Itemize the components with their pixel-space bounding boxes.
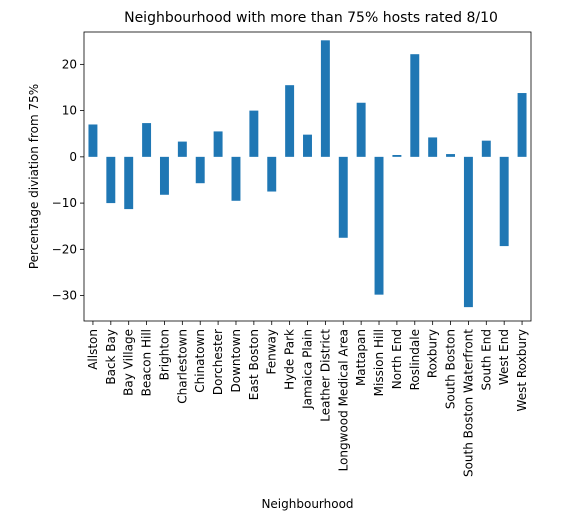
bar xyxy=(392,155,402,157)
bar xyxy=(124,156,134,210)
x-tick-label: Fenway xyxy=(265,329,279,375)
x-tick-label: Downtown xyxy=(229,329,243,392)
x-tick-label: Longwood Medical Area xyxy=(336,329,350,471)
x-tick-label: West Roxbury xyxy=(515,329,529,411)
plot-frame xyxy=(83,31,532,322)
x-axis: Allston Back Bay Bay Village Beacon Hill Bri… xyxy=(86,321,529,477)
x-tick-label: Allston xyxy=(86,329,100,370)
y-tick-label: 20 xyxy=(62,57,77,71)
bar xyxy=(410,54,420,157)
y-tick-label: −10 xyxy=(52,196,77,210)
bar xyxy=(463,156,473,308)
x-tick-label: Jamaica Plain xyxy=(301,329,315,410)
x-tick-label: Chinatown xyxy=(193,329,207,393)
x-tick-label: Bay Village xyxy=(122,329,136,396)
bar xyxy=(285,85,295,157)
x-tick-label: Brighton xyxy=(157,329,171,380)
x-tick-label: South End xyxy=(479,329,493,391)
x-tick-label: Mattapan xyxy=(354,329,368,386)
x-tick-label: South Boston Waterfront xyxy=(461,329,475,477)
bar xyxy=(142,123,152,157)
x-axis-label: Neighbourhood xyxy=(261,497,353,511)
x-tick-label: West End xyxy=(497,329,511,385)
x-tick-label: North End xyxy=(390,329,404,389)
y-tick-label: −30 xyxy=(52,289,77,303)
x-tick-label: Beacon Hill xyxy=(140,329,154,396)
bar xyxy=(481,140,491,157)
bar xyxy=(303,134,312,157)
bar xyxy=(88,124,98,157)
x-tick-label: Roxbury xyxy=(426,329,440,378)
bar xyxy=(106,156,116,204)
y-tick-label: 10 xyxy=(62,104,77,118)
x-tick-label: Hyde Park xyxy=(283,329,297,390)
bar xyxy=(428,137,438,157)
bar xyxy=(356,102,366,157)
x-tick-label: Back Bay xyxy=(104,329,118,385)
bar xyxy=(231,156,241,201)
bar xyxy=(249,110,259,157)
x-tick-label: Mission Hill xyxy=(372,329,386,396)
bar xyxy=(320,40,330,157)
bar xyxy=(338,156,348,238)
bar xyxy=(159,156,169,195)
bar xyxy=(213,131,223,157)
y-axis: −30 −20 −10 0 10 20 xyxy=(52,57,84,303)
y-tick-label: −20 xyxy=(52,242,77,256)
y-axis-label: Percentage diviation from 75% xyxy=(27,84,41,269)
bars-group xyxy=(88,40,527,308)
x-tick-label: Charlestown xyxy=(175,329,189,404)
y-tick-label: 0 xyxy=(69,150,77,164)
bar xyxy=(267,156,277,192)
x-tick-label: East Boston xyxy=(247,329,261,400)
x-tick-label: Roslindale xyxy=(408,329,422,390)
bar xyxy=(499,156,509,247)
x-tick-label: Leather District xyxy=(318,329,332,422)
x-tick-label: Dorchester xyxy=(211,329,225,395)
bar xyxy=(195,156,205,184)
bar xyxy=(374,156,384,295)
bar xyxy=(446,154,456,157)
x-tick-label: South Boston xyxy=(444,329,458,409)
bar xyxy=(517,93,527,157)
chart-title: Neighbourhood with more than 75% hosts r… xyxy=(124,10,498,26)
bar xyxy=(177,141,187,157)
